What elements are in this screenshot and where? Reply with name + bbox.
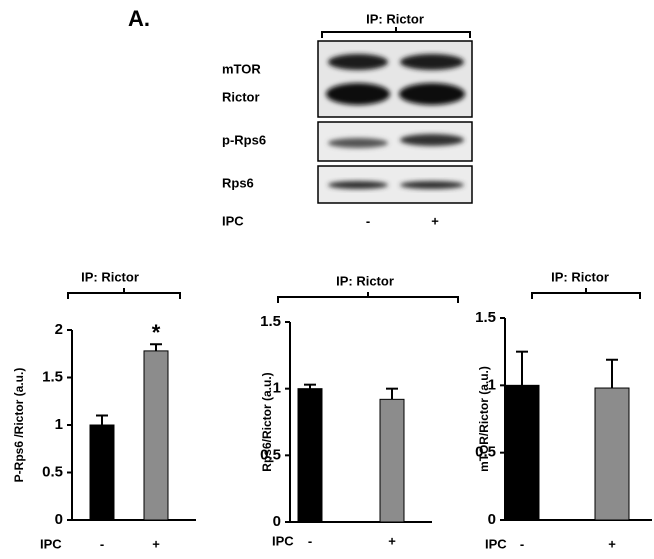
x-tick-label: - [520,536,524,551]
blot-bracket [321,27,471,38]
y-axis-label: P-Rps6 /Rictor (a.u.) [12,368,26,483]
x-tick-label: - [308,533,312,548]
bar [143,350,169,521]
y-tick-label: 0 [488,511,496,528]
chart-title: IP: Rictor [551,269,609,284]
y-tick-label: 0 [273,513,281,530]
chart-title: IP: Rictor [81,269,139,284]
title-bracket [67,288,181,299]
y-tick-label: 0.5 [42,463,63,480]
x-tick-label: + [388,533,396,548]
x-axis-label: IPC [272,533,294,548]
y-tick-label: 0.5 [475,444,496,461]
y-tick-label: 0.5 [260,446,281,463]
blot-condition-label: IPC [222,213,244,228]
y-tick-label: 1.5 [260,313,281,330]
blot-row-label: Rictor [222,89,260,104]
y-tick-label: 1 [488,376,496,393]
blot-condition: + [431,213,439,228]
annotation: * [152,320,161,345]
x-axis-label: IPC [40,536,62,551]
blot-images [317,40,473,204]
x-axis-label: IPC [485,536,507,551]
blot-condition: - [366,213,370,228]
bar [297,388,323,523]
bar [89,424,115,521]
title-bracket [277,292,459,303]
y-tick-label: 2 [55,321,63,338]
bar [504,384,540,521]
y-tick-label: 1 [273,380,281,397]
x-tick-label: + [608,536,616,551]
blot-row-label: mTOR [222,61,261,76]
y-tick-label: 1.5 [475,309,496,326]
bar [379,398,405,523]
title-bracket [531,288,641,299]
bar [594,387,630,521]
blot-title: IP: Rictor [366,11,424,26]
y-tick-label: 1 [55,416,63,433]
x-tick-label: - [100,536,104,551]
y-axis-label: Rps6/Rictor (a.u.) [260,372,274,471]
panel-label: A. [128,6,150,31]
blot-row-label: Rps6 [222,175,254,190]
y-tick-label: 1.5 [42,368,63,385]
blot-row-label: p-Rps6 [222,132,266,147]
chart-title: IP: Rictor [336,273,394,288]
x-tick-label: + [152,536,160,551]
y-tick-label: 0 [55,511,63,528]
y-axis-label: mTOR/Rictor (a.u.) [477,366,491,472]
